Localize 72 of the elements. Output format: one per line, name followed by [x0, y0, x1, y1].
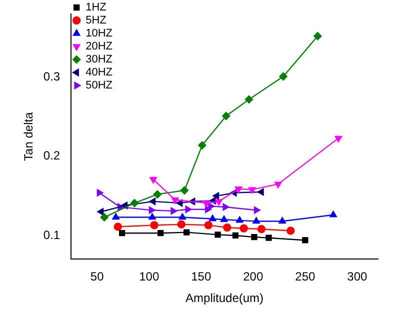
point [148, 213, 156, 220]
point [236, 216, 244, 223]
point [100, 213, 108, 222]
point [334, 136, 342, 142]
point [170, 207, 178, 215]
y-axis-title: Tan delta [22, 112, 36, 161]
point [251, 234, 258, 240]
point [278, 217, 286, 224]
point [178, 213, 186, 220]
point [118, 230, 126, 236]
point [252, 217, 260, 224]
point [97, 208, 104, 216]
point [214, 232, 221, 238]
point [150, 176, 157, 184]
point [150, 221, 158, 230]
point [286, 226, 295, 235]
point [257, 225, 266, 234]
point [220, 216, 228, 222]
point [257, 188, 264, 196]
x-tick-label: 300 [347, 270, 368, 284]
point [223, 223, 232, 232]
point [183, 229, 190, 236]
legend-label: 5HZ [86, 14, 107, 27]
legend-label: 10HZ [86, 28, 113, 40]
point [149, 198, 156, 206]
x-axis-title: Amplitude(um) [186, 291, 264, 306]
point [208, 202, 215, 210]
point [234, 186, 242, 193]
point [148, 206, 156, 214]
x-tick-label: 150 [191, 270, 212, 284]
x-tick-label: 50 [90, 270, 104, 284]
x-tick-label: 250 [295, 270, 316, 284]
y-tick-label: 0.2 [43, 148, 60, 163]
point [153, 190, 162, 198]
point [176, 199, 183, 207]
point [130, 198, 139, 208]
point [185, 206, 192, 213]
y-tick-label: 0.3 [43, 70, 60, 84]
legend-label: 40HZ [86, 66, 113, 79]
point [279, 72, 288, 81]
point [177, 220, 186, 228]
point [222, 112, 230, 120]
point [254, 206, 260, 214]
point [314, 32, 322, 40]
point [171, 198, 179, 204]
point [274, 182, 282, 188]
point [222, 203, 230, 211]
point [212, 192, 220, 200]
x-tick-label: 100 [139, 270, 160, 284]
legend-label: 50HZ [86, 80, 113, 92]
point [112, 213, 120, 220]
point [232, 232, 239, 239]
point [248, 187, 256, 194]
point [180, 186, 189, 194]
point [215, 199, 222, 206]
y-tick-label: 0.1 [43, 228, 60, 242]
legend-label: 30HZ [86, 54, 113, 66]
point [198, 141, 206, 150]
point [208, 214, 216, 222]
point [330, 210, 337, 218]
x-tick-label: 200 [243, 270, 264, 284]
point [204, 221, 213, 230]
point [240, 224, 248, 232]
point [302, 237, 308, 244]
point [244, 95, 254, 104]
legend-label: 1HZ [86, 2, 107, 14]
point [202, 200, 210, 208]
point [114, 222, 122, 231]
point [157, 230, 164, 236]
point [96, 189, 104, 196]
point [266, 234, 272, 241]
legend-label: 20HZ [86, 40, 113, 53]
